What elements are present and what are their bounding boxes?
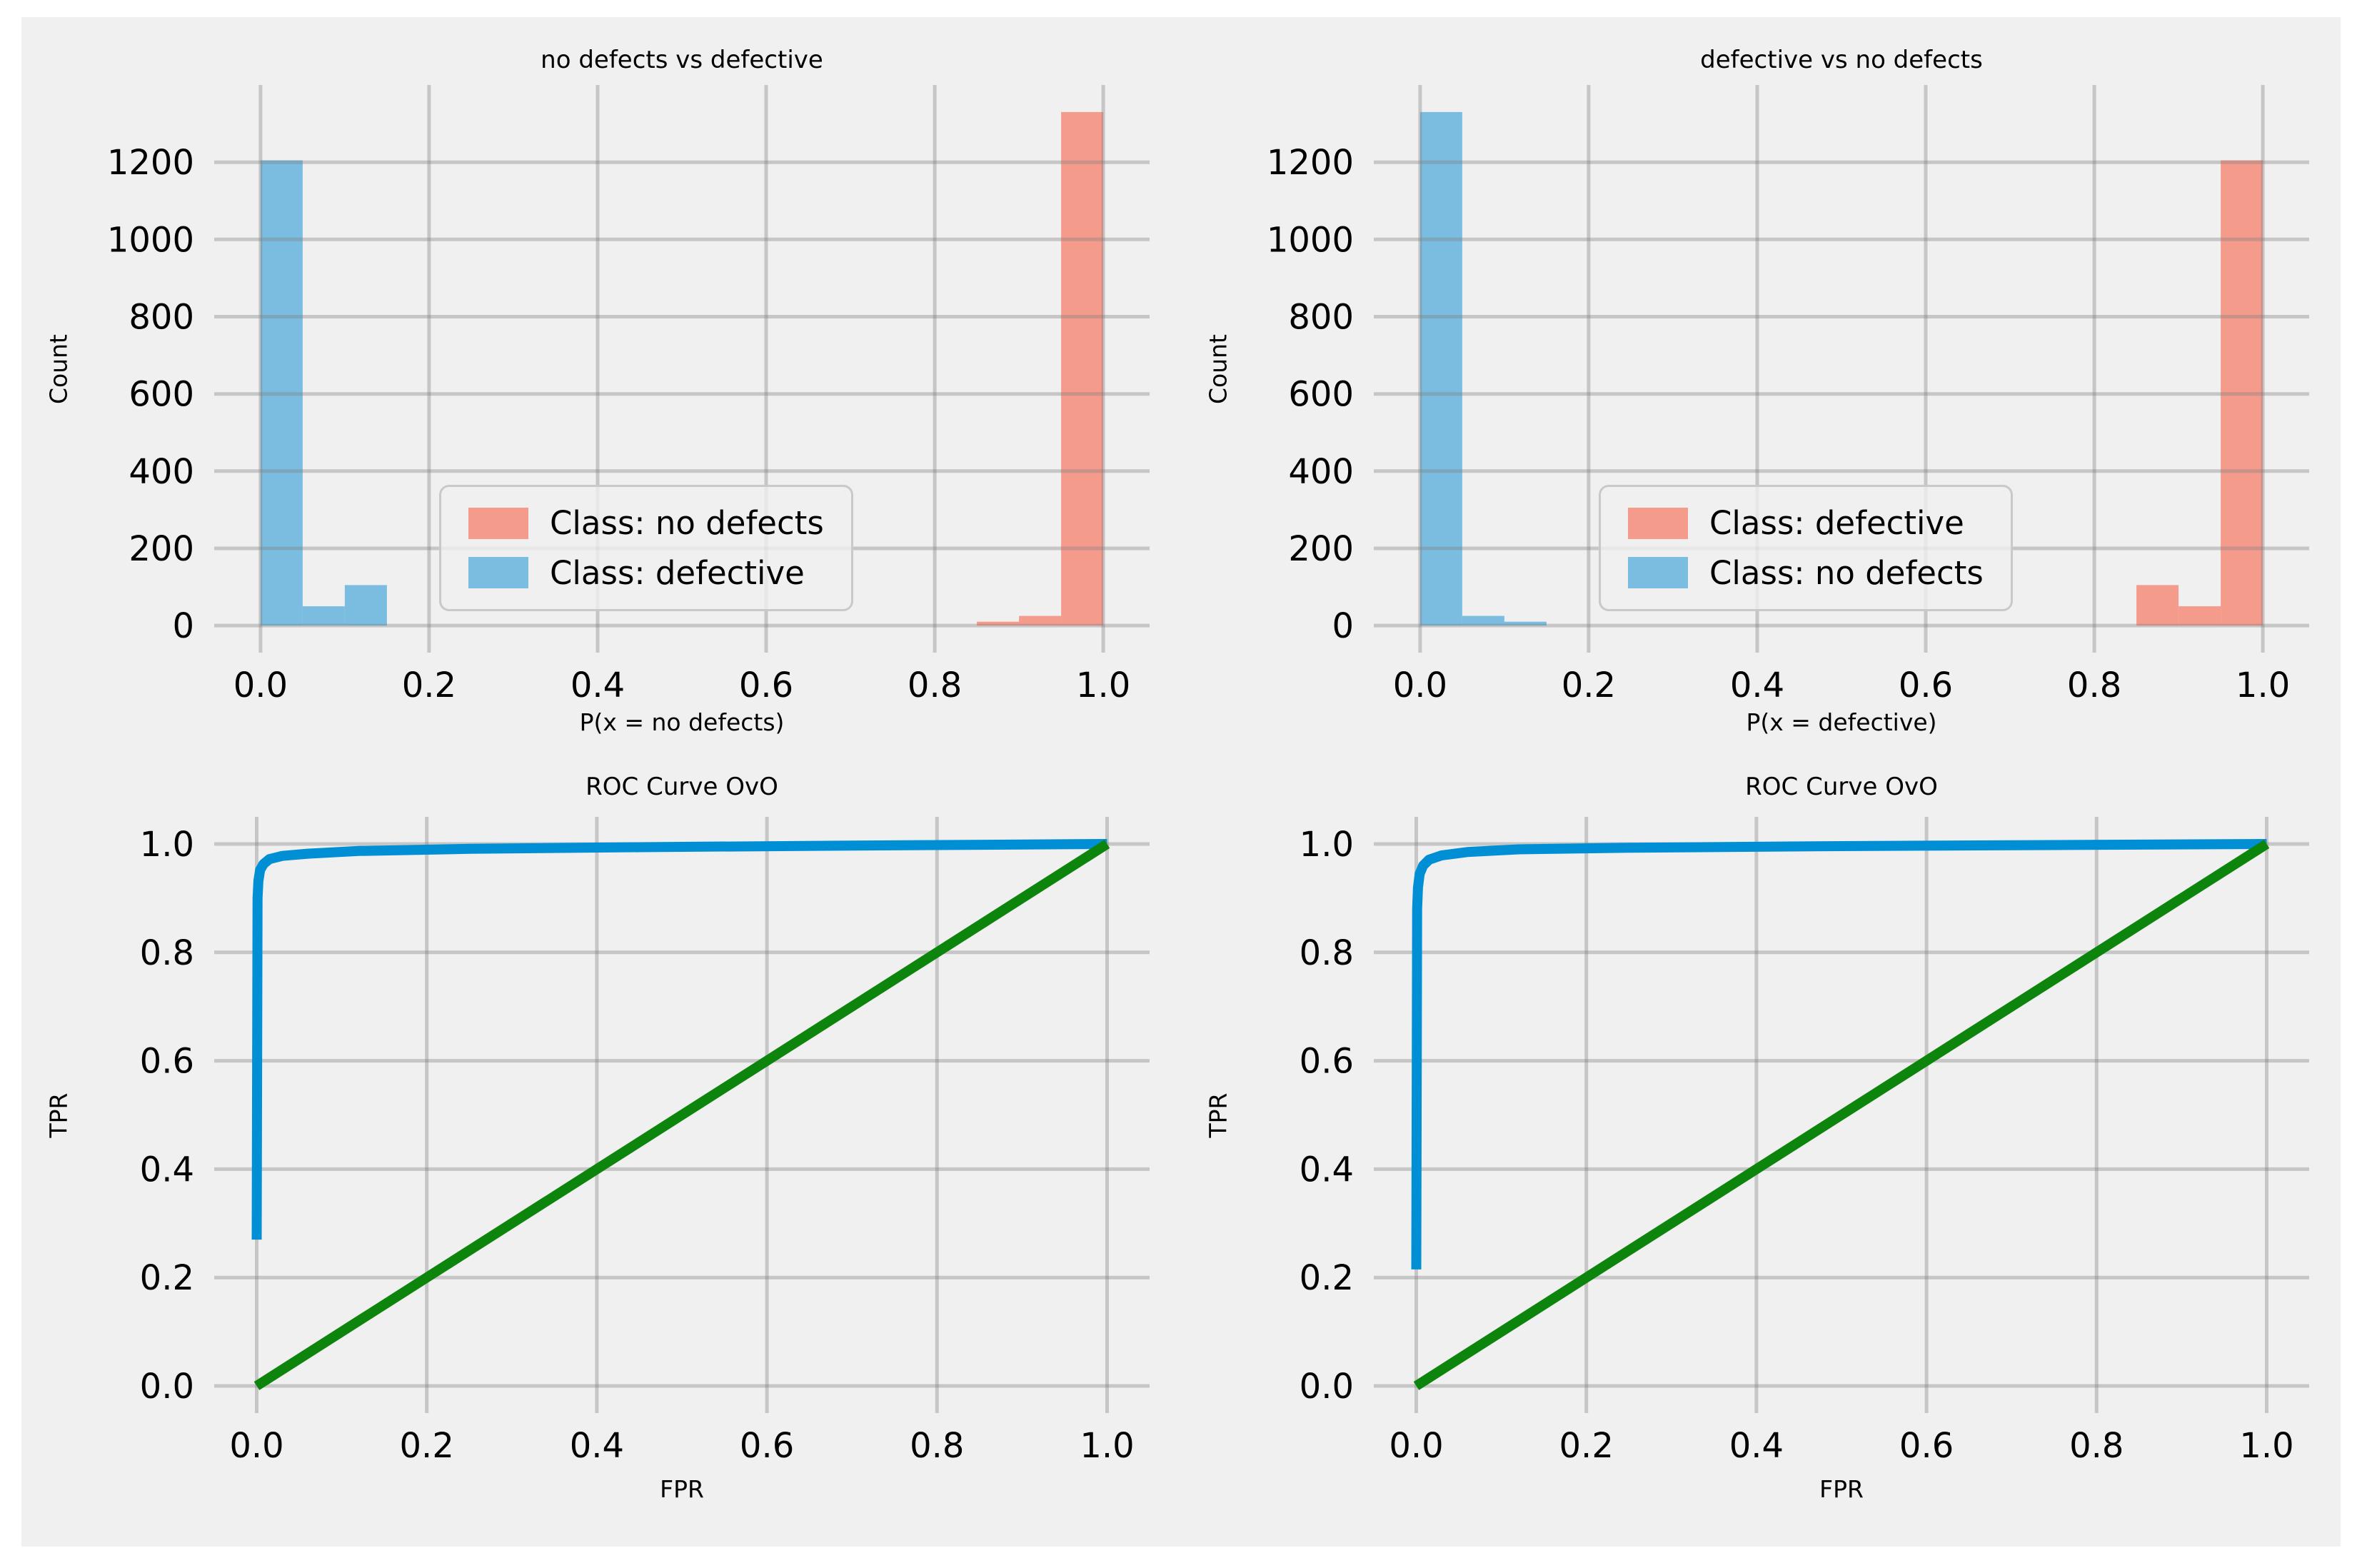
subplot-roc-left: ROC Curve OvO FPR TPR 0.0 0.2 0.4 0.6 0.8 1.0 0.0… [21, 760, 1181, 1547]
chance-diagonal-line [1413, 840, 2270, 1390]
x-tick-label: 0.8 [2069, 1426, 2124, 1466]
x-tick-label: 0.2 [400, 1426, 454, 1466]
y-tick-label: 1200 [1267, 143, 1354, 183]
x-tick-label: 0.4 [1729, 1426, 1784, 1466]
plot-area: 0.0 0.2 0.4 0.6 0.8 1.0 0.0 0.2 0.4 0.6 0.8 1.0 [1300, 817, 2309, 1466]
plot-title: ROC Curve OvO [1745, 773, 1938, 801]
y-tick-label: 0.8 [1300, 933, 1354, 973]
y-tick-label: 0.0 [140, 1367, 194, 1407]
x-axis-label: FPR [660, 1475, 704, 1503]
legend-label: Class: no defects [1709, 553, 1984, 592]
x-tick-label: 0.8 [908, 665, 962, 705]
histogram-bar [1462, 615, 1504, 626]
y-tick-label: 600 [129, 375, 194, 415]
x-tick-label: 0.6 [1899, 665, 1953, 705]
x-axis-label: FPR [1819, 1475, 1864, 1503]
y-tick-label: 0 [1332, 606, 1354, 646]
y-tick-label: 0.2 [1300, 1258, 1354, 1298]
x-tick-label: 1.0 [2239, 1426, 2293, 1466]
y-tick-label: 0.8 [140, 933, 194, 973]
y-tick-label: 0.0 [1300, 1367, 1354, 1407]
legend: Class: defective Class: no defects [1599, 485, 2013, 611]
x-tick-label: 0.0 [1389, 1426, 1443, 1466]
chance-diagonal-line [253, 840, 1110, 1390]
x-tick-label: 1.0 [1076, 665, 1130, 705]
x-tick-label: 0.6 [739, 665, 793, 705]
y-tick-label: 0.6 [1300, 1042, 1354, 1082]
y-tick-label: 600 [1288, 375, 1354, 415]
x-tick-label: 0.4 [570, 1426, 624, 1466]
x-tick-label: 0.0 [233, 665, 288, 705]
y-tick-label: 800 [1288, 297, 1354, 337]
histogram-bar [1019, 615, 1062, 626]
y-tick-label: 0.4 [140, 1150, 194, 1190]
subplot-hist-defective: defective vs no defects P(x = defective) C… [1181, 17, 2341, 760]
plot-title: no defects vs defective [541, 46, 823, 74]
y-tick-label: 1.0 [1300, 825, 1354, 865]
y-tick-label: 1200 [107, 143, 194, 183]
legend-label: Class: no defects [550, 504, 824, 542]
histogram-bar [302, 606, 345, 626]
subplot-roc-right: ROC Curve OvO FPR TPR 0.0 0.2 0.4 0.6 0.8 1.0 0.0… [1181, 760, 2341, 1547]
x-axis-label: P(x = no defects) [579, 708, 785, 736]
y-tick-label: 400 [129, 452, 194, 492]
x-tick-label: 1.0 [1080, 1426, 1134, 1466]
legend-label: Class: defective [550, 553, 805, 592]
roc-curve-line [1411, 839, 2267, 1270]
plot-title: defective vs no defects [1700, 46, 1983, 74]
x-tick-label: 0.6 [740, 1426, 794, 1466]
y-tick-label: 800 [129, 297, 194, 337]
x-tick-label: 0.2 [1562, 665, 1616, 705]
plot-title: ROC Curve OvO [586, 773, 778, 801]
y-tick-label: 0.4 [1300, 1150, 1354, 1190]
histogram-bar [1419, 111, 1462, 626]
legend-entry: Class: defective [468, 553, 824, 592]
legend-color-swatch [1628, 557, 1688, 589]
legend-entry: Class: no defects [468, 506, 824, 541]
x-tick-label: 0.4 [1730, 665, 1784, 705]
legend-label: Class: defective [1709, 504, 1964, 542]
x-tick-label: 1.0 [2236, 665, 2290, 705]
legend-entry: Class: defective [1628, 506, 1984, 541]
x-tick-label: 0.0 [229, 1426, 283, 1466]
y-tick-label: 0.2 [140, 1258, 194, 1298]
y-tick-label: 1.0 [140, 825, 194, 865]
x-tick-label: 0.8 [910, 1426, 964, 1466]
legend-color-swatch [468, 557, 528, 589]
y-tick-label: 200 [1288, 529, 1354, 569]
x-tick-label: 0.0 [1393, 665, 1447, 705]
y-tick-label: 200 [129, 529, 194, 569]
legend-color-swatch [468, 507, 528, 539]
figure-panel: no defects vs defective P(x = no defects)… [21, 17, 2341, 1547]
histogram-bar [344, 585, 387, 626]
histogram-bar [2136, 585, 2179, 626]
x-tick-label: 0.2 [402, 665, 456, 705]
y-tick-label: 400 [1288, 452, 1354, 492]
histogram-bar [2178, 606, 2221, 626]
roc-curve-line [251, 839, 1107, 1240]
x-tick-label: 0.2 [1559, 1426, 1614, 1466]
plot-area: 0.0 0.2 0.4 0.6 0.8 1.0 0 200 400 600 800 1000 1200 [107, 85, 1150, 705]
y-tick-label: 1000 [1267, 220, 1354, 260]
histogram-bar [260, 160, 303, 626]
histogram-bar [1061, 111, 1104, 626]
legend-color-swatch [1628, 507, 1688, 539]
histogram-bar [977, 621, 1020, 626]
legend: Class: no defects Class: defective [439, 485, 853, 611]
plot-area: 0.0 0.2 0.4 0.6 0.8 1.0 0 200 400 600 800 1000 1200 [1267, 85, 2309, 705]
plot-area: 0.0 0.2 0.4 0.6 0.8 1.0 0.0 0.2 0.4 0.6 0.8 1.0 [140, 817, 1150, 1466]
y-tick-label: 0 [172, 606, 194, 646]
x-axis-label: P(x = defective) [1746, 708, 1937, 736]
histogram-bar [2221, 160, 2263, 626]
x-tick-label: 0.6 [1899, 1426, 1954, 1466]
y-tick-label: 1000 [107, 220, 194, 260]
histogram-bar [1504, 621, 1547, 626]
y-tick-label: 0.6 [140, 1042, 194, 1082]
x-tick-label: 0.4 [571, 665, 625, 705]
legend-entry: Class: no defects [1628, 553, 1984, 592]
x-tick-label: 0.8 [2067, 665, 2121, 705]
subplot-hist-no-defects: no defects vs defective P(x = no defects)… [21, 17, 1181, 760]
